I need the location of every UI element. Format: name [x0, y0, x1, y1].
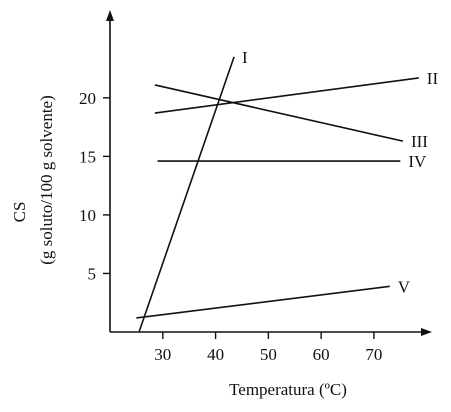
x-tick-label: 60	[313, 345, 330, 364]
x-tick-label: 70	[365, 345, 382, 364]
series-line-v	[136, 285, 390, 319]
x-tick-label: 40	[207, 345, 224, 364]
y-axis-ticks: 5 10 15 20	[79, 89, 110, 283]
y-axis-title: CS	[10, 202, 29, 223]
y-tick-label: 5	[88, 264, 97, 283]
x-axis-ticks: 30 40 50 60 70	[154, 332, 382, 364]
series-label-iv: IV	[408, 152, 427, 171]
series-label-v: V	[398, 277, 411, 296]
y-tick-label: 20	[79, 89, 96, 108]
x-tick-label: 30	[154, 345, 171, 364]
y-tick-label: 15	[79, 147, 96, 166]
series-line-ii	[154, 77, 419, 114]
y-axis-subtitle: (g soluto/100 g solvente)	[37, 95, 56, 265]
series-line-i	[138, 56, 235, 333]
series-label-i: I	[242, 48, 248, 67]
x-axis-title: Temperatura (ºC)	[229, 380, 347, 399]
y-tick-label: 10	[79, 206, 96, 225]
y-axis-arrowhead	[106, 10, 114, 21]
series-label-iii: III	[411, 132, 428, 151]
x-tick-label: 50	[260, 345, 277, 364]
series-line-iii	[154, 84, 404, 142]
series-label-ii: II	[427, 69, 439, 88]
x-axis-arrowhead	[421, 328, 432, 336]
